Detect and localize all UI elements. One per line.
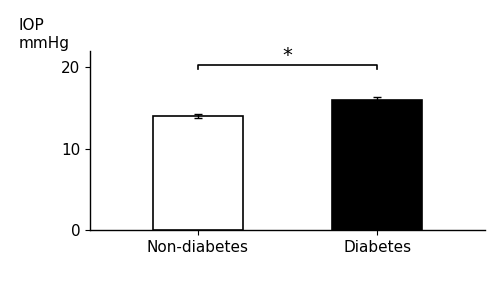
Bar bbox=[332, 100, 422, 230]
Text: IOP
mmHg: IOP mmHg bbox=[19, 18, 70, 51]
Bar bbox=[153, 116, 242, 230]
Text: *: * bbox=[282, 46, 292, 65]
